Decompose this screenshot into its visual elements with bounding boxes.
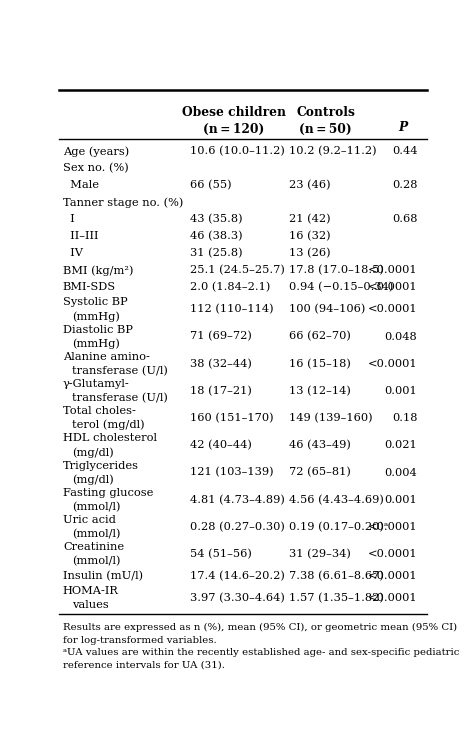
Text: 66 (62–70): 66 (62–70) — [289, 331, 351, 342]
Text: BMI-SDS: BMI-SDS — [63, 282, 116, 292]
Text: Fasting glucose: Fasting glucose — [63, 488, 153, 498]
Text: 7.38 (6.61–8.67): 7.38 (6.61–8.67) — [289, 571, 384, 581]
Text: 23 (46): 23 (46) — [289, 180, 330, 191]
Text: 17.8 (17.0–18.5): 17.8 (17.0–18.5) — [289, 265, 384, 275]
Text: 31 (25.8): 31 (25.8) — [190, 248, 242, 258]
Text: 17.4 (14.6–20.2): 17.4 (14.6–20.2) — [190, 571, 284, 581]
Text: BMI (kg/m²): BMI (kg/m²) — [63, 265, 133, 275]
Text: 121 (103–139): 121 (103–139) — [190, 467, 273, 478]
Text: Obese children
(n = 120): Obese children (n = 120) — [182, 107, 286, 136]
Text: 46 (43–49): 46 (43–49) — [289, 440, 351, 450]
Text: (mmHg): (mmHg) — [72, 339, 120, 349]
Text: (mg/dl): (mg/dl) — [72, 474, 114, 485]
Text: 160 (151–170): 160 (151–170) — [190, 413, 273, 423]
Text: 0.18: 0.18 — [392, 413, 418, 423]
Text: Alanine amino-: Alanine amino- — [63, 352, 150, 362]
Text: transferase (U/l): transferase (U/l) — [72, 392, 168, 403]
Text: Controls
(n = 50): Controls (n = 50) — [296, 107, 355, 136]
Text: 0.021: 0.021 — [385, 440, 418, 450]
Text: Uric acid: Uric acid — [63, 515, 116, 525]
Text: 31 (29–34): 31 (29–34) — [289, 549, 351, 559]
Text: 13 (26): 13 (26) — [289, 248, 330, 258]
Text: HDL cholesterol: HDL cholesterol — [63, 434, 157, 444]
Text: 149 (139–160): 149 (139–160) — [289, 413, 373, 423]
Text: 4.81 (4.73–4.89): 4.81 (4.73–4.89) — [190, 495, 284, 505]
Text: 71 (69–72): 71 (69–72) — [190, 331, 252, 342]
Text: terol (mg/dl): terol (mg/dl) — [72, 420, 145, 431]
Text: 54 (51–56): 54 (51–56) — [190, 549, 252, 559]
Text: Systolic BP: Systolic BP — [63, 297, 128, 308]
Text: 0.68: 0.68 — [392, 214, 418, 224]
Text: IV: IV — [63, 248, 83, 258]
Text: 0.048: 0.048 — [385, 331, 418, 342]
Text: 0.94 (−0.15–0.34): 0.94 (−0.15–0.34) — [289, 282, 393, 292]
Text: 10.2 (9.2–11.2): 10.2 (9.2–11.2) — [289, 146, 376, 156]
Text: 13 (12–14): 13 (12–14) — [289, 386, 351, 396]
Text: Diastolic BP: Diastolic BP — [63, 325, 133, 335]
Text: HOMA-IR: HOMA-IR — [63, 587, 119, 596]
Text: Insulin (mU/l): Insulin (mU/l) — [63, 571, 143, 581]
Text: 0.19 (0.17–0.20)ᵃ: 0.19 (0.17–0.20)ᵃ — [289, 522, 388, 532]
Text: 2.0 (1.84–2.1): 2.0 (1.84–2.1) — [190, 282, 270, 292]
Text: Creatinine: Creatinine — [63, 542, 124, 552]
Text: 1.57 (1.35–1.82): 1.57 (1.35–1.82) — [289, 593, 384, 604]
Text: <0.0001: <0.0001 — [368, 522, 418, 532]
Text: 0.44: 0.44 — [392, 146, 418, 156]
Text: transferase (U/l): transferase (U/l) — [72, 366, 168, 376]
Text: 10.6 (10.0–11.2): 10.6 (10.0–11.2) — [190, 146, 284, 156]
Text: <0.0001: <0.0001 — [368, 305, 418, 314]
Text: (mmol/l): (mmol/l) — [72, 501, 120, 512]
Text: for log-transformed variables.: for log-transformed variables. — [63, 636, 217, 645]
Text: 0.28: 0.28 — [392, 180, 418, 190]
Text: 72 (65–81): 72 (65–81) — [289, 467, 351, 478]
Text: Tanner stage no. (%): Tanner stage no. (%) — [63, 197, 183, 208]
Text: 0.001: 0.001 — [385, 386, 418, 396]
Text: I: I — [63, 214, 75, 224]
Text: Male: Male — [63, 180, 99, 190]
Text: Total choles-: Total choles- — [63, 406, 136, 417]
Text: γ-Glutamyl-: γ-Glutamyl- — [63, 379, 130, 389]
Text: (mmHg): (mmHg) — [72, 311, 120, 322]
Text: (mmol/l): (mmol/l) — [72, 556, 120, 566]
Text: 100 (94–106): 100 (94–106) — [289, 304, 365, 314]
Text: 25.1 (24.5–25.7): 25.1 (24.5–25.7) — [190, 265, 284, 275]
Text: 18 (17–21): 18 (17–21) — [190, 386, 252, 396]
Text: 0.004: 0.004 — [385, 467, 418, 478]
Text: <0.0001: <0.0001 — [368, 282, 418, 292]
Text: reference intervals for UA (31).: reference intervals for UA (31). — [63, 661, 225, 670]
Text: 42 (40–44): 42 (40–44) — [190, 440, 252, 450]
Text: 38 (32–44): 38 (32–44) — [190, 358, 252, 369]
Text: 112 (110–114): 112 (110–114) — [190, 304, 273, 314]
Text: 46 (38.3): 46 (38.3) — [190, 231, 242, 241]
Text: 16 (15–18): 16 (15–18) — [289, 358, 351, 369]
Text: <0.0001: <0.0001 — [368, 358, 418, 369]
Text: 0.28 (0.27–0.30): 0.28 (0.27–0.30) — [190, 522, 284, 532]
Text: P: P — [398, 121, 407, 134]
Text: Age (years): Age (years) — [63, 146, 129, 157]
Text: 4.56 (4.43–4.69): 4.56 (4.43–4.69) — [289, 495, 384, 505]
Text: 21 (42): 21 (42) — [289, 214, 330, 224]
Text: values: values — [72, 600, 109, 610]
Text: 3.97 (3.30–4.64): 3.97 (3.30–4.64) — [190, 593, 284, 604]
Text: ᵃUA values are within the recently established age- and sex-specific pediatric: ᵃUA values are within the recently estab… — [63, 648, 459, 657]
Text: Triglycerides: Triglycerides — [63, 461, 139, 470]
Text: <0.0001: <0.0001 — [368, 265, 418, 275]
Text: 0.001: 0.001 — [385, 495, 418, 505]
Text: Sex no. (%): Sex no. (%) — [63, 163, 128, 174]
Text: (mmol/l): (mmol/l) — [72, 528, 120, 539]
Text: Results are expressed as n (%), mean (95% CI), or geometric mean (95% CI): Results are expressed as n (%), mean (95… — [63, 623, 457, 632]
Text: (mg/dl): (mg/dl) — [72, 447, 114, 458]
Text: 43 (35.8): 43 (35.8) — [190, 214, 242, 224]
Text: 66 (55): 66 (55) — [190, 180, 231, 191]
Text: <0.0001: <0.0001 — [368, 593, 418, 604]
Text: <0.0001: <0.0001 — [368, 549, 418, 559]
Text: 16 (32): 16 (32) — [289, 231, 330, 241]
Text: <0.0001: <0.0001 — [368, 571, 418, 581]
Text: II–III: II–III — [63, 231, 99, 241]
